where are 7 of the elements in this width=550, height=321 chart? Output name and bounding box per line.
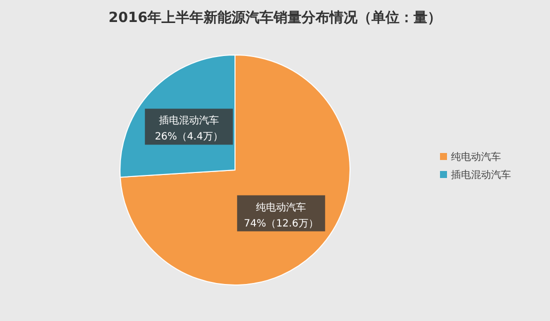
chart-title: 2016年上半年新能源汽车销量分布情况（单位：量）: [108, 9, 442, 26]
slice-label: 纯电动汽车: [256, 201, 306, 214]
legend-label: 纯电动汽车: [451, 151, 501, 163]
data-label: 26%（4.4万）: [154, 132, 223, 143]
slice-label: 插电混动汽车: [158, 114, 219, 127]
legend-label: 插电混动汽车: [451, 169, 511, 181]
data-label: 74%（12.6万）: [244, 218, 318, 230]
